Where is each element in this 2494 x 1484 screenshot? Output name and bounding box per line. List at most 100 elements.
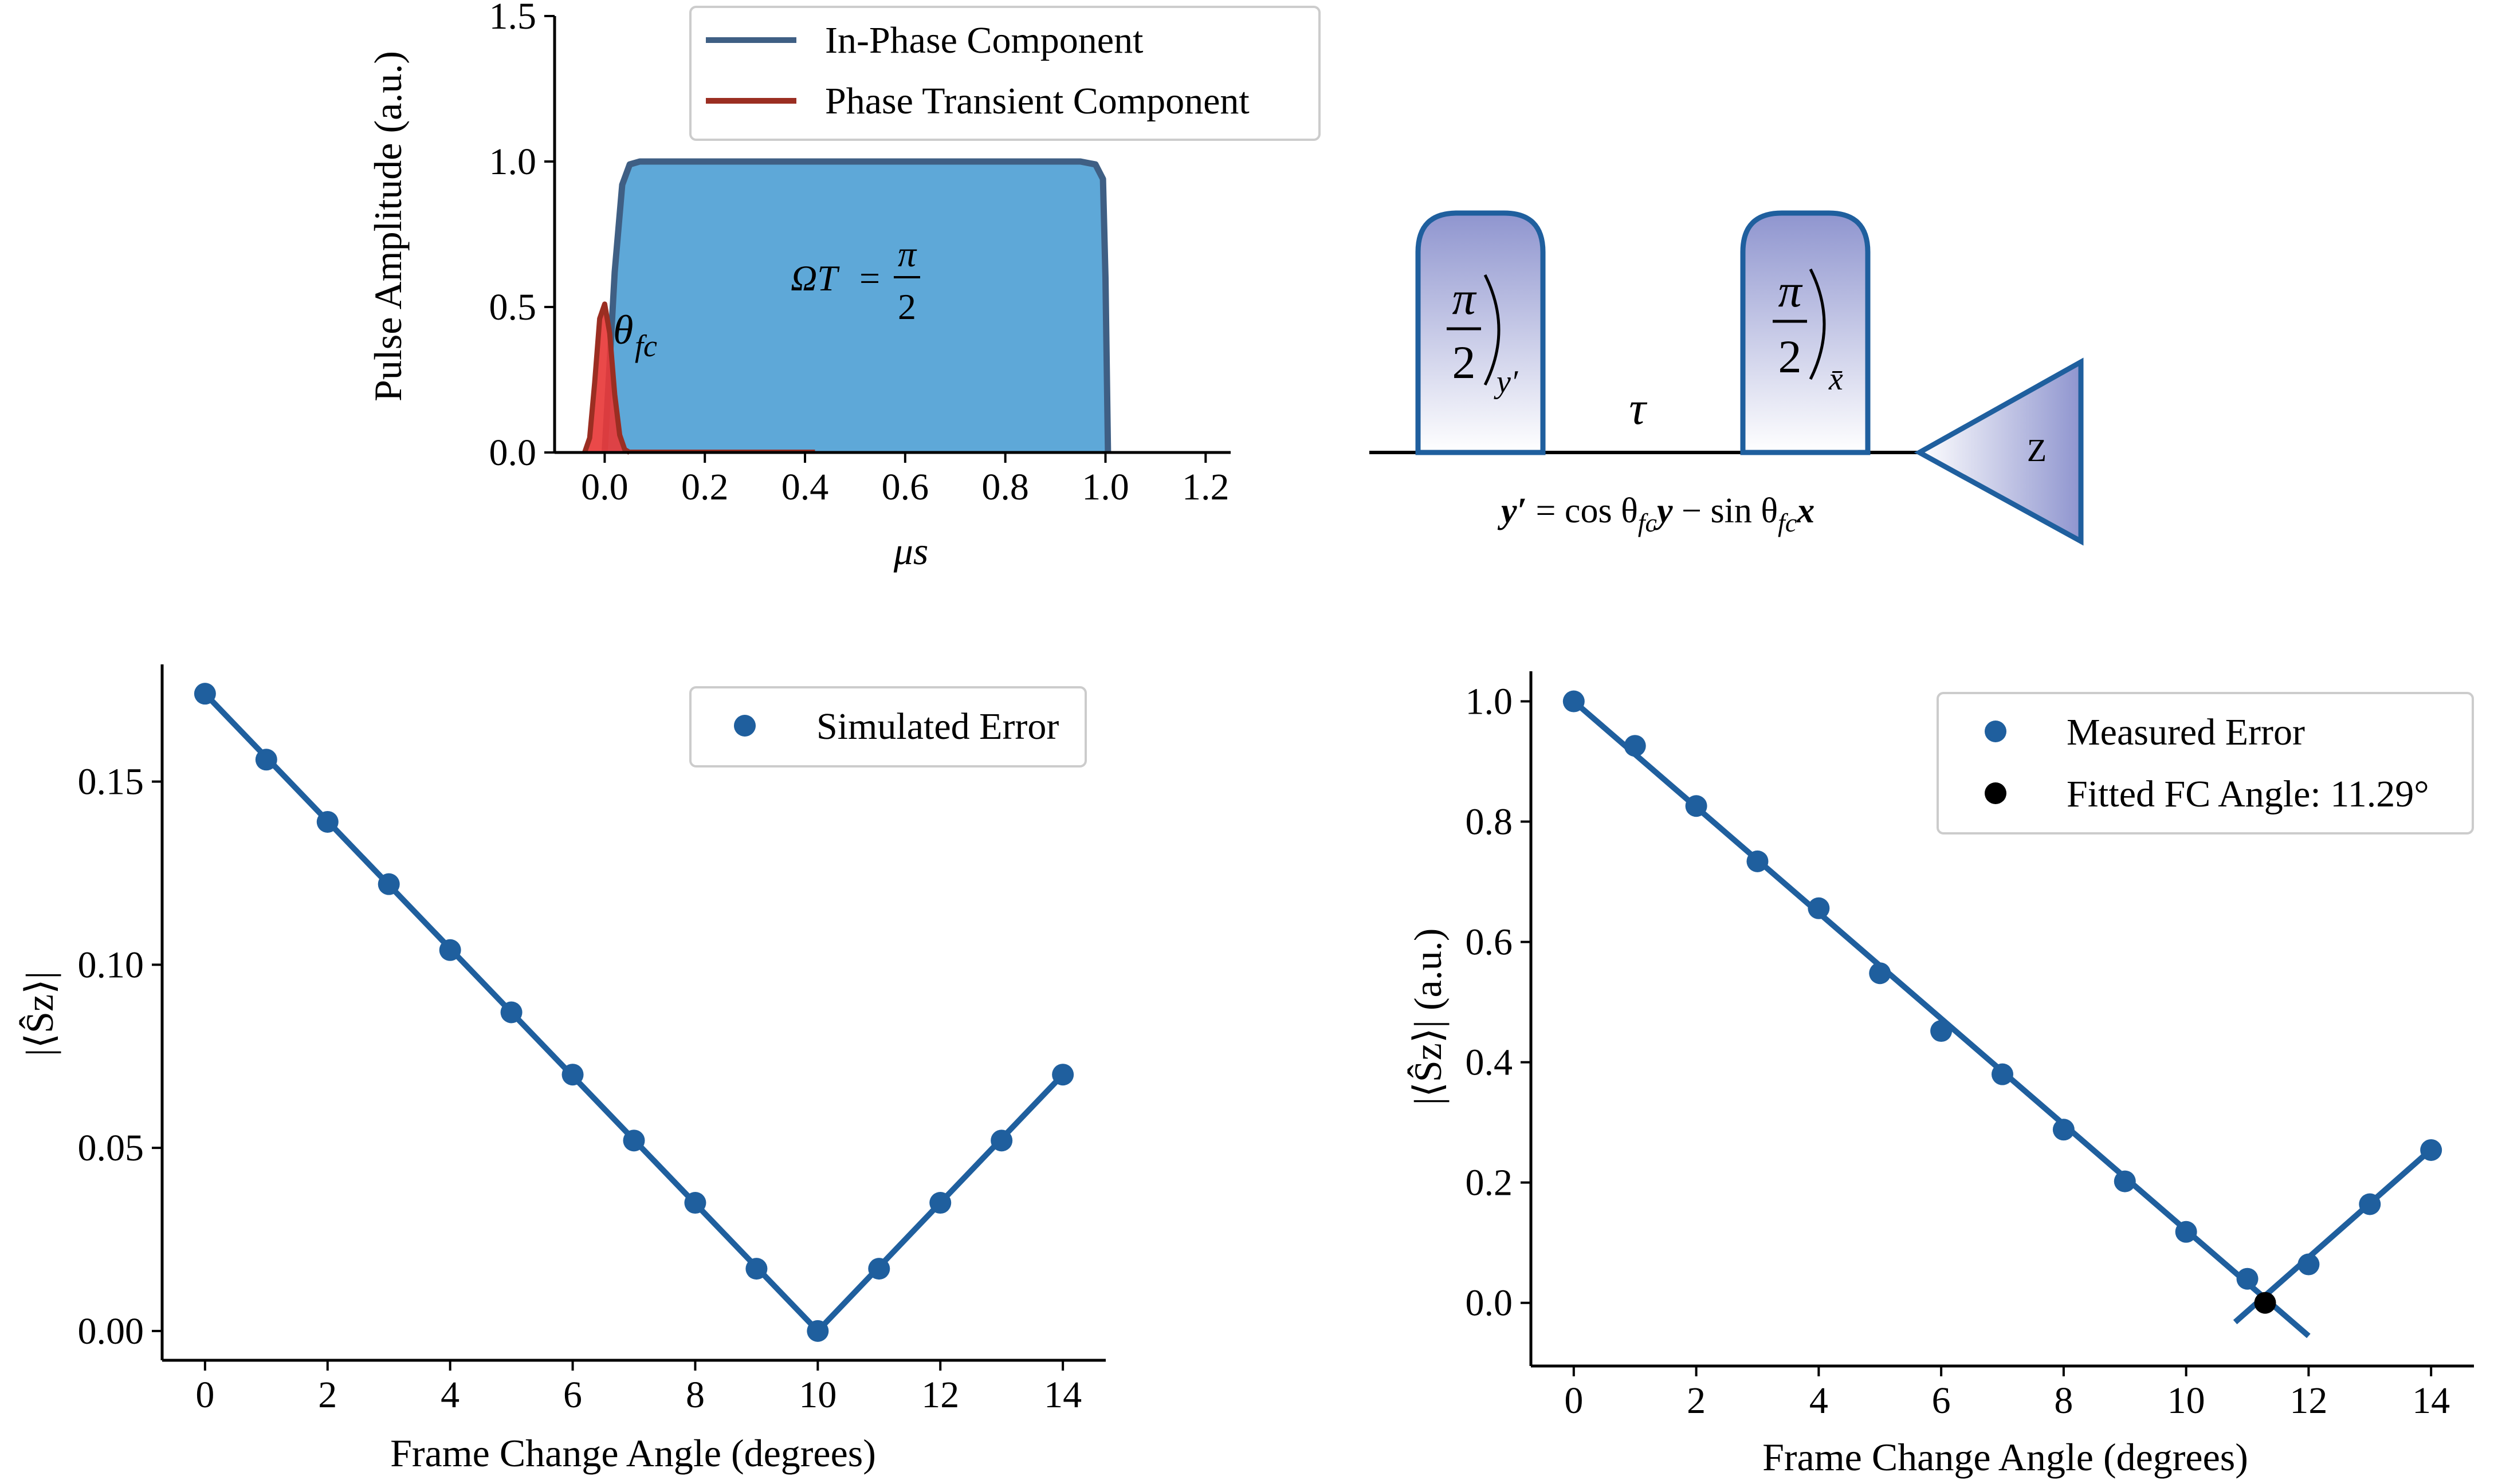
- meas-legend: Measured Error Fitted FC Angle: 11.29°: [1937, 692, 2474, 834]
- pulse-axes: [553, 16, 1231, 454]
- sim-point: [991, 1129, 1013, 1152]
- sim-xtick-label: 8: [686, 1374, 705, 1416]
- pulse-xtick-label: 1.0: [1082, 466, 1129, 508]
- gate-pi-half-x-bar: π 2 x̄: [1740, 210, 1871, 455]
- measurement-triangle: [1914, 357, 2084, 546]
- gate2-subscript: x̄: [1828, 361, 1843, 397]
- sim-point: [255, 749, 277, 771]
- sim-point: [439, 939, 461, 961]
- eq-y-prime: y′: [1497, 491, 1527, 530]
- pulse-xtick-label: 0.0: [581, 466, 629, 508]
- sim-point: [1052, 1064, 1074, 1086]
- meas-point: [1624, 735, 1646, 757]
- eq-minus-sin: − sin θ: [1673, 491, 1778, 530]
- gate2-paren: [1809, 268, 1826, 380]
- meas-xtick-label: 8: [2054, 1380, 2073, 1422]
- meas-ytick-label: 0.2: [1466, 1162, 1513, 1204]
- meas-points: [1562, 690, 2442, 1290]
- sim-point: [316, 810, 339, 833]
- sim-point: [745, 1258, 768, 1280]
- meas-point: [1685, 795, 1707, 817]
- gate1-pi: π: [1452, 272, 1476, 324]
- pulse-sequence-diagram: π 2 y′ π 2 x̄ τ Z y′ = cos θfcy − sin θf…: [1369, 210, 2084, 546]
- transient-line: [582, 301, 631, 455]
- meas-legend-box: [1937, 692, 2474, 834]
- gate2-two: 2: [1778, 330, 1802, 383]
- sim-xtick-label: 14: [1044, 1374, 1082, 1416]
- meas-xtick-label: 10: [2167, 1380, 2205, 1422]
- meas-xtick-label: 12: [2289, 1380, 2327, 1422]
- meas-axes: [1529, 671, 2474, 1368]
- theta-subscript: fc: [635, 329, 657, 363]
- sim-fit-lines: [203, 691, 1065, 1333]
- tau-label: τ: [1629, 382, 1647, 434]
- legend-in-phase-label: In-Phase Component: [825, 19, 1143, 61]
- legend-measured-label: Measured Error: [2067, 711, 2305, 753]
- sim-xtick-label: 10: [799, 1374, 836, 1416]
- pulse-ytick-label: 0.5: [489, 286, 537, 328]
- meas-xtick-label: 2: [1687, 1380, 1706, 1422]
- legend-simulated-marker: [734, 715, 756, 737]
- gate1-shape: [1415, 210, 1546, 455]
- pulse-xtick-label: 0.2: [681, 466, 729, 508]
- meas-point: [1869, 962, 1891, 985]
- sim-ylabel: |⟨Ŝz⟩|: [18, 971, 61, 1056]
- sim-xtick-label: 4: [441, 1374, 459, 1416]
- pulse-ytick-label: 1.5: [489, 0, 537, 37]
- pulse-ytick-label: 0.0: [489, 432, 537, 474]
- sim-point: [500, 1001, 523, 1024]
- transient-area: [584, 304, 630, 452]
- sim-legend-box: [689, 686, 1087, 767]
- meas-point: [1930, 1020, 1953, 1042]
- pulse-ytick-label: 1.0: [489, 141, 537, 183]
- omega-t-annotation: ΩT = π 2: [791, 234, 920, 327]
- meas-point: [1992, 1063, 2013, 1085]
- sim-point: [561, 1064, 584, 1086]
- sim-xtick-label: 2: [318, 1374, 337, 1416]
- meas-ytick-label: 0.0: [1466, 1282, 1513, 1324]
- in-phase-area: [604, 162, 1108, 452]
- omega-t-equals: =: [859, 258, 880, 298]
- pulse-xtick-label: 0.4: [781, 466, 829, 508]
- measured-error-chart: 0 2 4 6 8 10 12 14 0.0 0.2 0.4 0.6 0.8 1.0 Frame Chan…: [1406, 671, 2474, 1479]
- legend-transient-label: Phase Transient Component: [825, 80, 1250, 122]
- meas-xtick-label: 14: [2412, 1380, 2450, 1422]
- meas-point: [2297, 1253, 2320, 1276]
- meas-point: [1562, 690, 1585, 713]
- eq-x: x: [1796, 491, 1814, 530]
- meas-fitted-angle-point: [2254, 1292, 2276, 1314]
- sim-point: [868, 1258, 890, 1280]
- pulse-xtick-label: 0.8: [981, 466, 1029, 508]
- eq-fc1: fc: [1638, 508, 1657, 537]
- pulse-amplitude-chart: 0.0 0.2 0.4 0.6 0.8 1.0 1.2 0.0 0.5 1.0 1.5 μs Pul…: [366, 0, 1321, 573]
- meas-point: [2175, 1221, 2197, 1243]
- theta-fc-annotation: θ fc: [613, 307, 657, 363]
- sim-point: [807, 1320, 829, 1342]
- gate2-shape: [1740, 210, 1871, 455]
- pulse-legend-box: [689, 6, 1321, 141]
- omega-t-two: 2: [898, 286, 916, 327]
- gate-pi-half-y-prime: π 2 y′: [1415, 210, 1546, 455]
- pulse-legend: In-Phase Component Phase Transient Compo…: [689, 6, 1321, 141]
- sim-ytick-label: 0.00: [78, 1310, 144, 1352]
- measurement-label: Z: [2027, 433, 2047, 469]
- pulse-ticks: 0.0 0.2 0.4 0.6 0.8 1.0 1.2 0.0 0.5 1.0 1.5: [489, 0, 1230, 508]
- sim-point: [378, 873, 400, 895]
- legend-fit-marker: [1985, 782, 2006, 804]
- eq-fc2: fc: [1778, 508, 1797, 537]
- meas-point: [2052, 1119, 2075, 1141]
- meas-xlabel: Frame Change Angle (degrees): [1762, 1435, 2248, 1479]
- sim-point: [623, 1129, 645, 1152]
- meas-xtick-label: 4: [1809, 1380, 1828, 1422]
- pulse-xlabel: μs: [893, 529, 929, 573]
- sim-xtick-label: 12: [921, 1374, 959, 1416]
- sim-legend: Simulated Error: [689, 686, 1087, 767]
- meas-xtick-label: 6: [1932, 1380, 1951, 1422]
- simulated-error-chart: 0 2 4 6 8 10 12 14 0.00 0.05 0.10 0.15 Frame Change…: [18, 664, 1106, 1475]
- in-phase-line: [601, 158, 1112, 453]
- gate2-pi: π: [1778, 265, 1802, 317]
- sim-xtick-label: 0: [195, 1374, 214, 1416]
- gate1-two: 2: [1452, 336, 1476, 388]
- meas-ytick-label: 0.4: [1466, 1042, 1513, 1084]
- meas-point: [2420, 1139, 2442, 1161]
